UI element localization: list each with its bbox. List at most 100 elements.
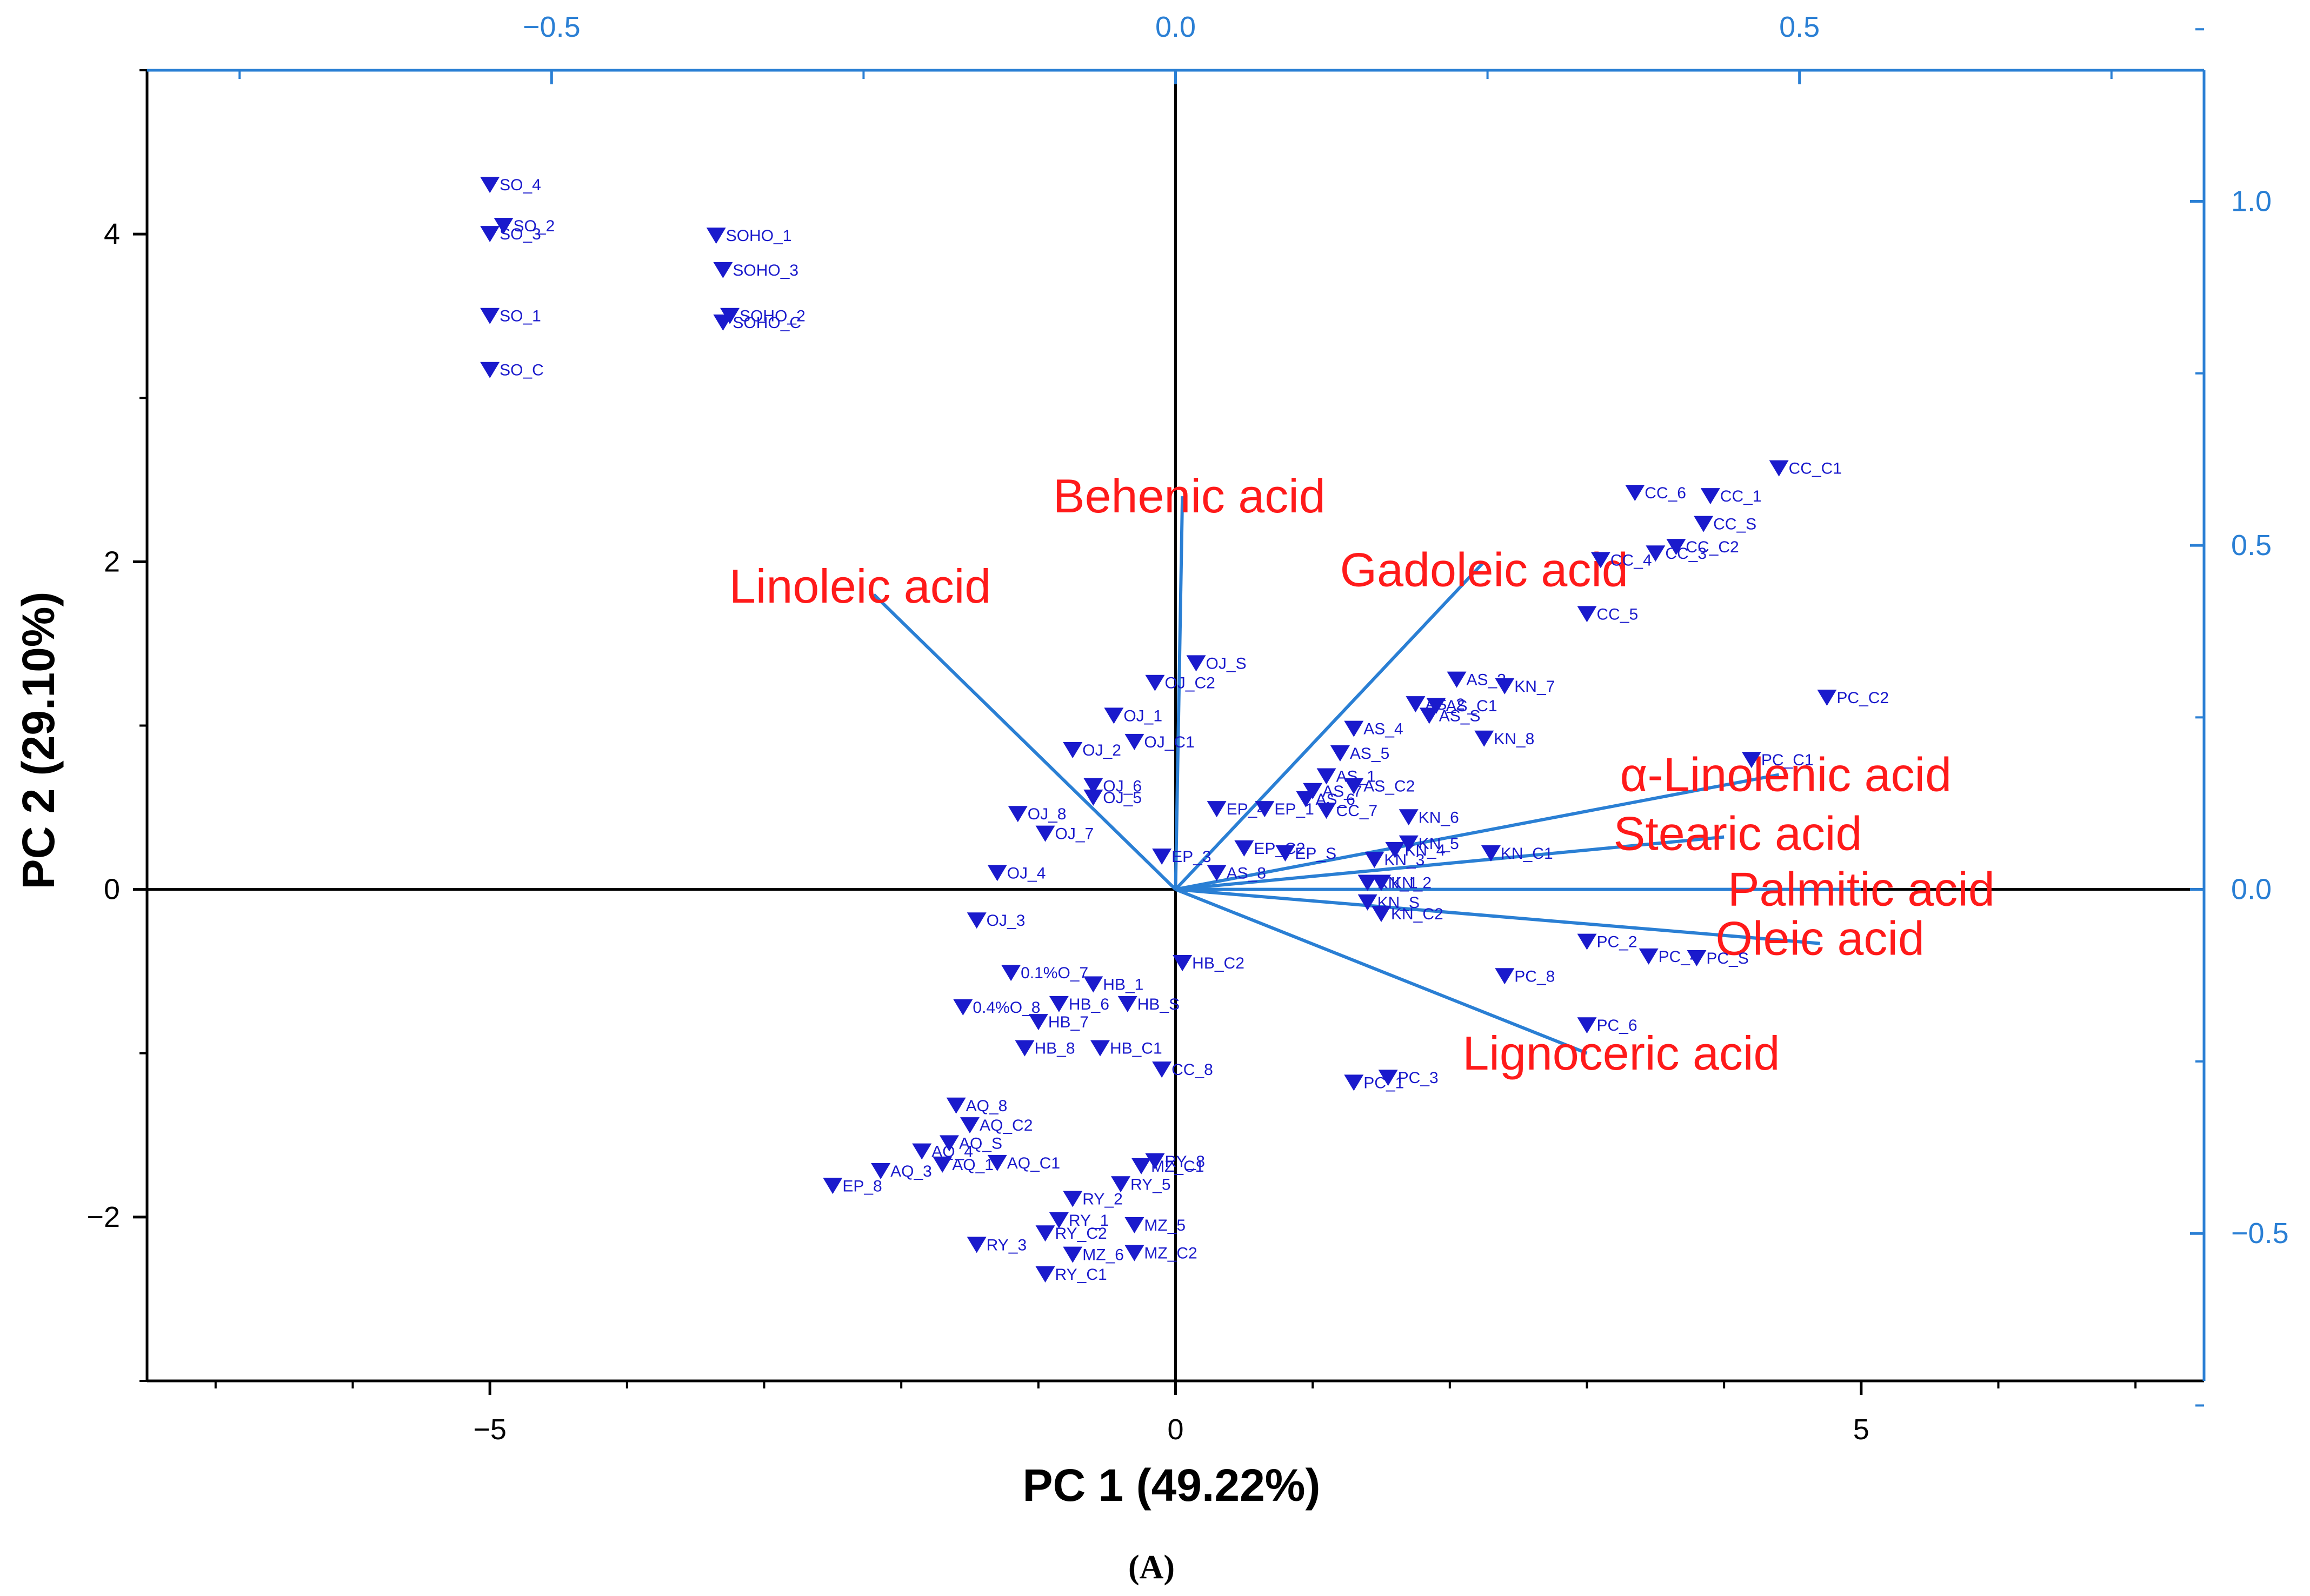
score-point [1063,1246,1083,1263]
score-label: SO_2 [514,217,555,235]
score-point [1406,696,1426,713]
score-point [1035,825,1055,842]
loading-label: Gadoleic acid [1340,543,1628,597]
score-point [1028,1014,1048,1031]
score-point [1639,948,1659,965]
score-label: HB_7 [1048,1013,1089,1031]
score-label: PC_C1 [1761,751,1814,769]
score-label: KN_5 [1419,835,1459,853]
score-point [1186,655,1206,672]
score-point [1447,671,1467,688]
score-label: CC_1 [1720,488,1762,505]
score-point [1207,865,1227,882]
score-point [1577,1017,1597,1034]
y-tick-label: 0 [104,873,120,906]
score-point [1152,849,1172,865]
score-point [1124,1217,1144,1234]
score-label: RY_8 [1164,1153,1205,1171]
y2-tick-label: 0.0 [2231,873,2272,906]
score-point [1083,976,1103,993]
score-label: OJ_C1 [1144,733,1194,751]
score-label: AS_8 [1227,864,1266,882]
score-point [1344,720,1364,737]
x2-tick-label: 0.5 [1779,11,1820,43]
score-label: OJ_5 [1103,789,1142,807]
score-label: SO_C [500,362,544,379]
y-axis-title: PC 2 (29.10%) [13,592,64,890]
y-tick-label: −2 [86,1201,120,1233]
loading-label: Lignoceric acid [1462,1026,1780,1080]
score-label: PC_S [1706,950,1748,967]
score-label: SO_1 [500,308,541,325]
score-label: AS_S [1439,707,1481,725]
score-label: CC_3 [1665,545,1707,563]
score-point [1495,678,1515,695]
score-label: CC_4 [1610,551,1652,569]
score-label: OJ_1 [1123,707,1162,725]
y-tick-label: 4 [104,218,120,250]
score-point [1419,707,1439,724]
score-point [1131,1158,1151,1174]
score-label: PC_1 [1363,1074,1404,1092]
score-label: HB_C2 [1192,954,1244,972]
score-label: EP_S [1295,845,1336,863]
score-label: PC_C2 [1836,689,1889,707]
score-point [713,262,733,278]
score-label: MZ_6 [1082,1246,1124,1264]
score-label: SO_3 [500,225,541,243]
score-label: PC_6 [1597,1017,1637,1034]
score-point [1124,733,1144,750]
score-point [1344,1074,1364,1091]
y2-tick-label: −0.5 [2231,1217,2289,1250]
score-label: KN_2 [1391,874,1432,892]
score-point [1590,552,1610,569]
x-axis-title: PC 1 (49.22%) [1023,1460,1321,1511]
score-label: PC_3 [1398,1069,1439,1087]
score-point [946,1097,966,1114]
score-label: KN_7 [1514,678,1555,696]
score-label: CC_C2 [1686,538,1739,556]
score-point [1316,768,1336,785]
score-label: MZ_5 [1144,1217,1186,1234]
score-label: PC_2 [1597,933,1637,951]
loading-label: Stearic acid [1614,807,1862,860]
score-label: HB_8 [1034,1040,1075,1058]
score-point [1426,698,1446,714]
score-point [1173,955,1193,972]
score-label: EP_1 [1274,800,1314,818]
score-label: RY_2 [1082,1191,1123,1208]
score-point [967,1237,987,1253]
score-point [1687,950,1707,966]
score-point [1049,996,1069,1012]
score-label: KN_6 [1419,809,1459,826]
score-point [1234,840,1254,857]
score-point [1372,906,1391,923]
score-point [1049,1212,1069,1228]
score-label: SO_4 [500,176,541,194]
score-label: OJ_C2 [1164,675,1215,692]
score-label: AS_7 [1322,783,1362,800]
score-point [1577,933,1597,950]
score-point [1357,874,1377,891]
score-label: RY_5 [1130,1176,1171,1193]
score-point [960,1117,980,1134]
score-point [480,308,500,324]
score-label: RY_C2 [1055,1225,1107,1243]
score-label: SOHO_1 [726,227,792,245]
score-point [912,1143,932,1160]
score-label: 0.4%O_8 [973,999,1040,1017]
score-point [480,177,500,193]
score-label: CC_8 [1171,1061,1213,1079]
score-point [1083,789,1103,806]
score-point [1364,852,1384,869]
x-tick-label: −5 [473,1413,507,1446]
score-point [1001,965,1021,981]
score-label: PC_8 [1514,967,1555,985]
score-point [1083,778,1103,794]
score-label: HB_S [1137,996,1180,1013]
score-point [1577,606,1597,623]
score-label: OJ_6 [1103,778,1142,796]
score-label: AS_C2 [1363,778,1415,796]
score-point [1316,803,1336,819]
